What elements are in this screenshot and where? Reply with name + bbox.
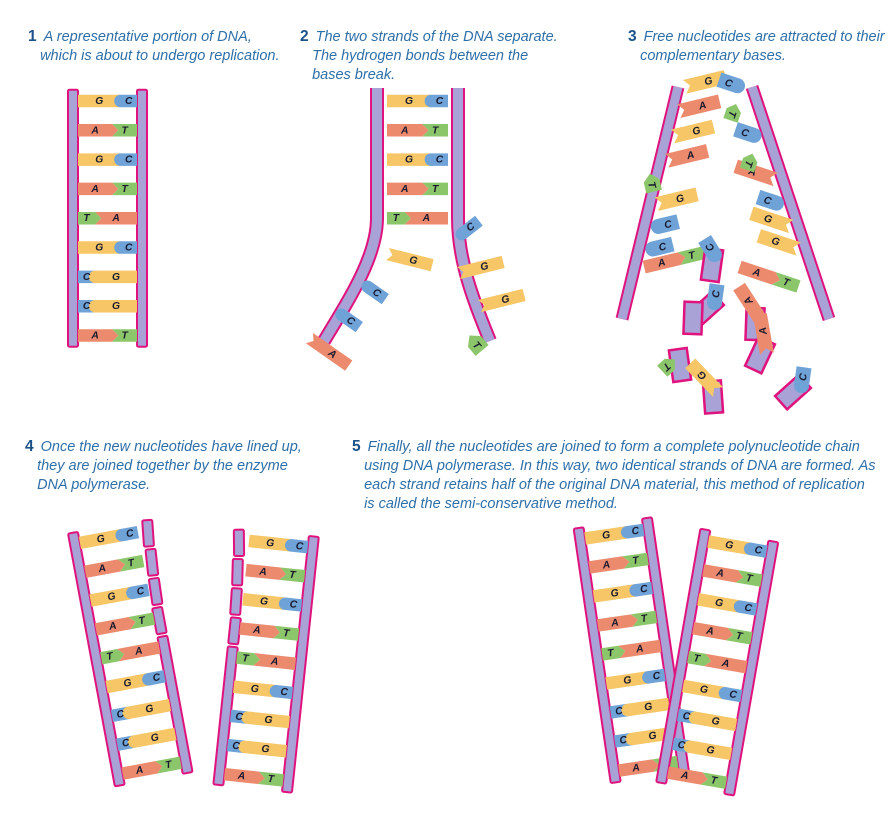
svg-text:G: G [250,684,259,696]
svg-text:A: A [422,213,430,224]
svg-text:A: A [634,643,644,655]
svg-text:G: G [405,96,413,107]
svg-text:A: A [111,213,119,224]
svg-text:G: G [261,744,270,756]
svg-text:G: G [648,730,658,742]
svg-text:G: G [95,155,103,166]
svg-text:A: A [269,656,279,668]
svg-text:G: G [95,96,103,107]
svg-text:C: C [125,243,133,254]
svg-text:A: A [252,625,262,637]
svg-text:A: A [90,125,98,136]
svg-text:G: G [259,596,268,608]
svg-text:A: A [236,771,246,783]
svg-text:G: G [623,675,633,687]
svg-text:G: G [602,530,612,542]
svg-text:A: A [90,331,98,342]
svg-text:C: C [436,96,444,107]
svg-text:A: A [400,125,408,136]
svg-text:A: A [601,559,611,571]
svg-text:G: G [405,155,413,166]
svg-text:A: A [609,617,619,629]
svg-text:G: G [266,538,275,550]
svg-text:G: G [112,301,120,312]
svg-text:G: G [610,588,620,600]
svg-text:G: G [112,272,120,283]
svg-text:C: C [125,155,133,166]
svg-text:A: A [631,763,641,775]
svg-text:A: A [90,184,98,195]
svg-text:C: C [83,301,91,312]
svg-text:G: G [264,714,273,726]
svg-text:G: G [644,701,654,713]
svg-text:G: G [95,243,103,254]
svg-text:C: C [83,272,91,283]
svg-text:A: A [258,566,268,578]
svg-text:A: A [400,184,408,195]
svg-text:C: C [125,96,133,107]
svg-text:C: C [436,155,444,166]
